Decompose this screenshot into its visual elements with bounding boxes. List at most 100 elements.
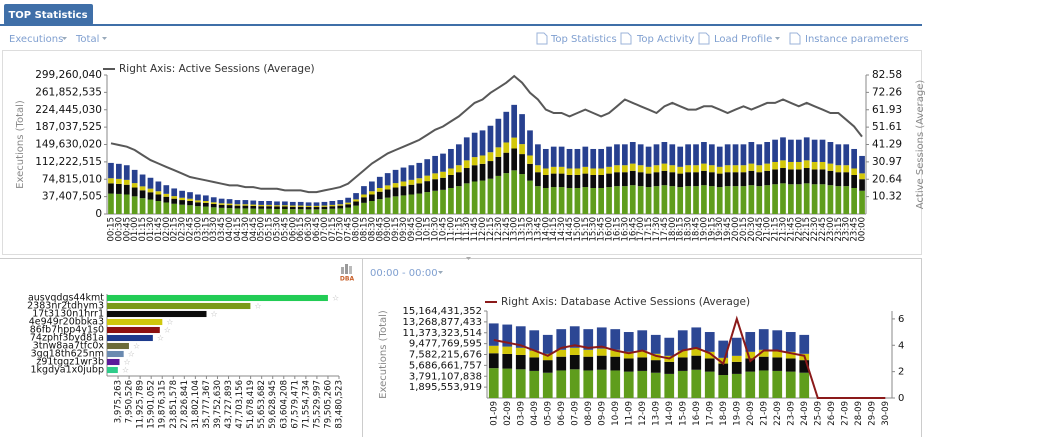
bar-segment — [610, 329, 621, 350]
bar-segment — [258, 200, 265, 205]
bar-segment — [289, 201, 296, 206]
y-tick-label: 299,260,040 — [35, 69, 102, 81]
bar-segment — [556, 329, 567, 350]
x-tick-label: 21-09 — [759, 401, 769, 426]
link-instance-parameters[interactable]: Instance parameters — [805, 34, 909, 45]
bar-segment — [440, 153, 446, 172]
bar-segment — [859, 179, 865, 191]
bar-segment — [226, 199, 233, 204]
x-tick-label: 03:00 — [193, 217, 203, 242]
bar-segment — [677, 330, 688, 351]
bar-segment — [179, 197, 185, 201]
bar-segment — [569, 354, 580, 370]
bar-segment — [803, 137, 810, 161]
bar-segment — [764, 185, 771, 214]
dba-icon — [345, 264, 348, 274]
bar-segment — [488, 323, 499, 346]
x-tick-label: 19-09 — [732, 401, 742, 426]
link-top-statistics[interactable]: Top Statistics — [550, 34, 617, 45]
bar-segment — [179, 190, 185, 198]
y-tick-label: 9,477,769,595 — [409, 339, 482, 350]
star-icon: ☆ — [332, 294, 339, 303]
bar-segment — [542, 168, 549, 175]
menu-executions[interactable]: Executions — [9, 34, 63, 45]
bar-segment — [590, 174, 597, 188]
bar-segment — [305, 207, 312, 210]
x-tick-label: 08-09 — [584, 401, 594, 426]
y2-tick-label: 72.26 — [872, 86, 902, 98]
bar-segment — [529, 370, 540, 398]
star-icon: ☆ — [164, 326, 171, 335]
bar-segment — [685, 172, 691, 187]
x-tick-label: 07:45 — [344, 217, 354, 242]
bar-segment — [835, 165, 842, 173]
x-tick-label: 05:00 — [257, 217, 267, 242]
y-tick-label: 149,630,020 — [35, 139, 102, 151]
bar-segment — [843, 186, 850, 214]
bar-segment — [819, 169, 826, 185]
bar-segment — [622, 172, 628, 187]
bar-segment — [795, 184, 802, 214]
x-tick-label: 04:00 — [225, 217, 235, 242]
bar-segment — [653, 186, 660, 214]
bar-segment — [297, 205, 304, 207]
bar-segment — [811, 161, 818, 170]
bar-segment — [187, 198, 193, 201]
x-tick-label: 07:30 — [336, 217, 346, 242]
x-tick-label: 23:15 — [834, 217, 844, 242]
bar-segment — [202, 200, 209, 203]
bar-segment — [511, 104, 518, 138]
bar-segment — [669, 165, 676, 173]
bar-segment — [416, 162, 423, 179]
bar-segment — [171, 198, 178, 204]
x-tick-label: 18:00 — [668, 217, 678, 242]
bar-segment — [179, 200, 185, 205]
bar-segment — [297, 206, 304, 210]
x-tick-label: 02:45 — [186, 217, 196, 242]
star-icon: ☆ — [124, 358, 131, 367]
x-tick-label: 08:30 — [367, 217, 377, 242]
bar-segment — [569, 326, 580, 348]
link-load-profile[interactable]: Load Profile — [714, 34, 772, 45]
bar — [107, 366, 118, 374]
bar-segment — [556, 349, 567, 357]
bar-segment — [463, 137, 470, 161]
link-top-activity[interactable]: Top Activity — [636, 34, 695, 45]
bar-segment — [610, 370, 621, 398]
bar-segment — [780, 168, 786, 184]
bar-segment — [795, 169, 802, 185]
bar-segment — [131, 187, 138, 197]
star-icon: ☆ — [254, 302, 261, 311]
x-tick-label: 39,752,630 — [213, 380, 223, 429]
bar-segment — [542, 187, 549, 214]
bar-segment — [258, 208, 265, 214]
bar-segment — [851, 174, 857, 188]
bar-segment — [583, 356, 594, 371]
bar-segment — [811, 139, 818, 162]
x-tick-label: 05:30 — [272, 217, 282, 242]
bar-segment — [408, 194, 415, 214]
bar-segment — [108, 178, 114, 184]
tab[interactable] — [4, 4, 93, 25]
bar-segment — [851, 187, 857, 214]
bar-segment — [556, 370, 567, 398]
menu-total[interactable]: Total — [75, 34, 99, 45]
x-tick-label: 21:15 — [771, 217, 781, 242]
bar-segment — [637, 186, 644, 214]
bar-segment — [590, 187, 597, 214]
bar-segment — [535, 144, 541, 166]
period-selector[interactable]: 00:00 - 00:00 — [370, 268, 438, 279]
bar-segment — [582, 173, 589, 188]
x-tick-label: 35,777,367 — [202, 380, 212, 429]
bar-segment — [645, 146, 652, 167]
bar-segment — [623, 351, 634, 359]
dropdown-arrow — [438, 271, 443, 274]
tab-title[interactable]: TOP Statistics — [8, 10, 87, 21]
bar-segment — [226, 205, 233, 209]
y-tick-label: 3,791,107,838 — [409, 371, 482, 382]
bar-segment — [799, 334, 810, 354]
bar-segment — [448, 148, 454, 169]
x-tick-label: 20:30 — [747, 217, 757, 242]
bar-segment — [471, 181, 478, 214]
bar-segment — [163, 196, 170, 203]
